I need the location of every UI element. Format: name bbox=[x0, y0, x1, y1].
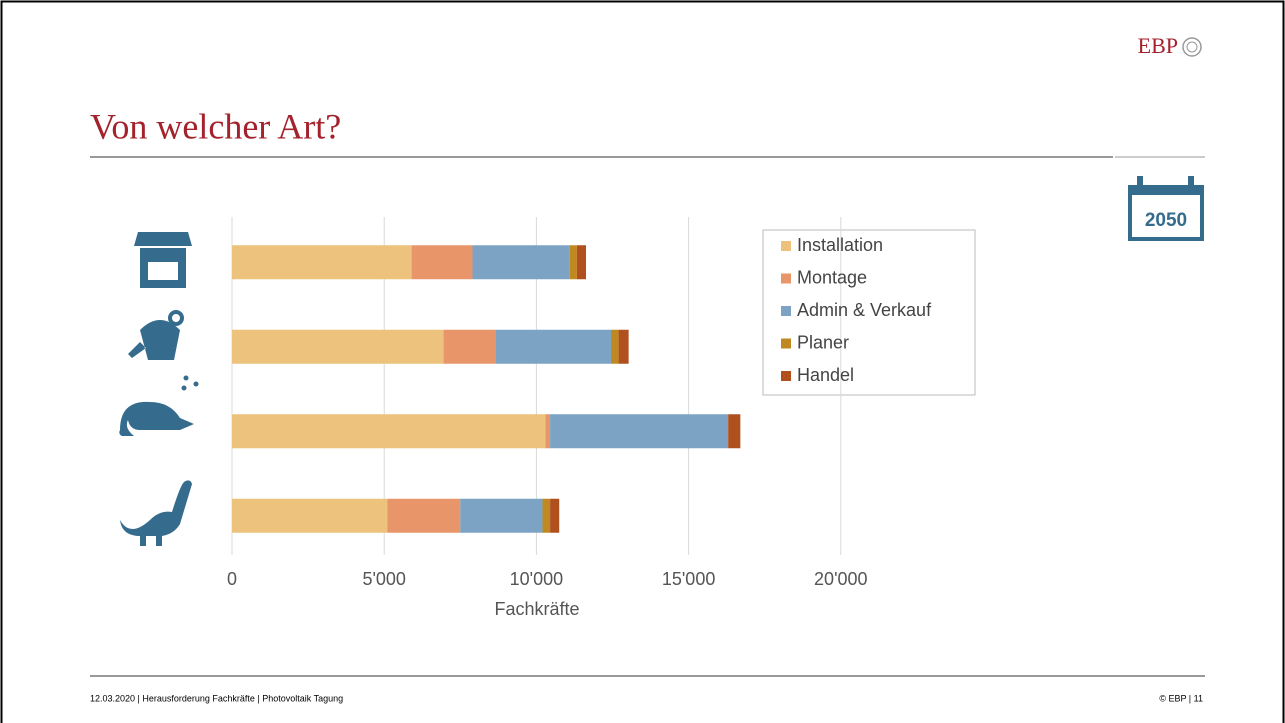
bar-segment bbox=[232, 498, 388, 533]
legend-swatch bbox=[781, 273, 791, 284]
legend-label: Planer bbox=[797, 332, 849, 352]
x-tick-label: 10'000 bbox=[510, 569, 564, 589]
bar-segment bbox=[542, 498, 551, 533]
calendar-icon: 2050 bbox=[1128, 176, 1204, 241]
legend-label: Installation bbox=[797, 235, 883, 255]
x-tick-label: 5'000 bbox=[362, 569, 405, 589]
bar-segment bbox=[610, 329, 619, 364]
legend-swatch bbox=[781, 306, 791, 316]
legend-label: Admin & Verkauf bbox=[797, 300, 932, 320]
x-tick-label: 15'000 bbox=[662, 569, 716, 589]
footer-right: © EBP | 11 bbox=[1159, 693, 1203, 703]
bar-segment bbox=[232, 329, 444, 364]
badge: 2050 bbox=[1145, 210, 1187, 231]
bar-segment bbox=[728, 414, 741, 449]
bar-segment bbox=[495, 329, 611, 364]
bar-segment bbox=[460, 498, 543, 533]
logo-ring bbox=[1186, 41, 1198, 53]
bar-segment bbox=[576, 245, 587, 280]
legend-swatch bbox=[781, 338, 791, 349]
legend-label: Montage bbox=[797, 267, 867, 287]
x-axis-label: Fachkräfte bbox=[494, 599, 579, 619]
bar-segment bbox=[387, 498, 461, 533]
legend-label: Handel bbox=[797, 365, 854, 385]
bar-segment bbox=[550, 498, 560, 533]
bar-segment bbox=[232, 245, 412, 280]
category-icons bbox=[119, 232, 199, 546]
legend-swatch bbox=[781, 241, 791, 251]
bar-segment bbox=[443, 329, 496, 364]
footer-left: 12.03.2020 | Herausforderung Fachkräfte … bbox=[90, 693, 343, 703]
bar-segment bbox=[232, 414, 546, 449]
dino-icon bbox=[120, 480, 192, 546]
shop-window bbox=[148, 262, 178, 280]
bar-segment bbox=[618, 329, 629, 364]
x-tick-label: 0 bbox=[227, 569, 237, 589]
legend-box bbox=[762, 229, 976, 396]
bar-segment bbox=[472, 245, 570, 280]
bar-segment bbox=[569, 245, 577, 280]
bar-segment bbox=[411, 245, 473, 280]
logo-ring bbox=[1182, 37, 1202, 57]
slide-title: Von welcher Art? bbox=[90, 106, 341, 146]
logo: EBP bbox=[1138, 33, 1178, 58]
x-tick-label: 20'000 bbox=[814, 569, 868, 589]
can-icon bbox=[128, 320, 180, 360]
mouse-icon bbox=[119, 401, 194, 436]
bar-segment bbox=[545, 414, 551, 449]
legend-swatch bbox=[781, 371, 791, 381]
bar-segment bbox=[550, 414, 729, 449]
